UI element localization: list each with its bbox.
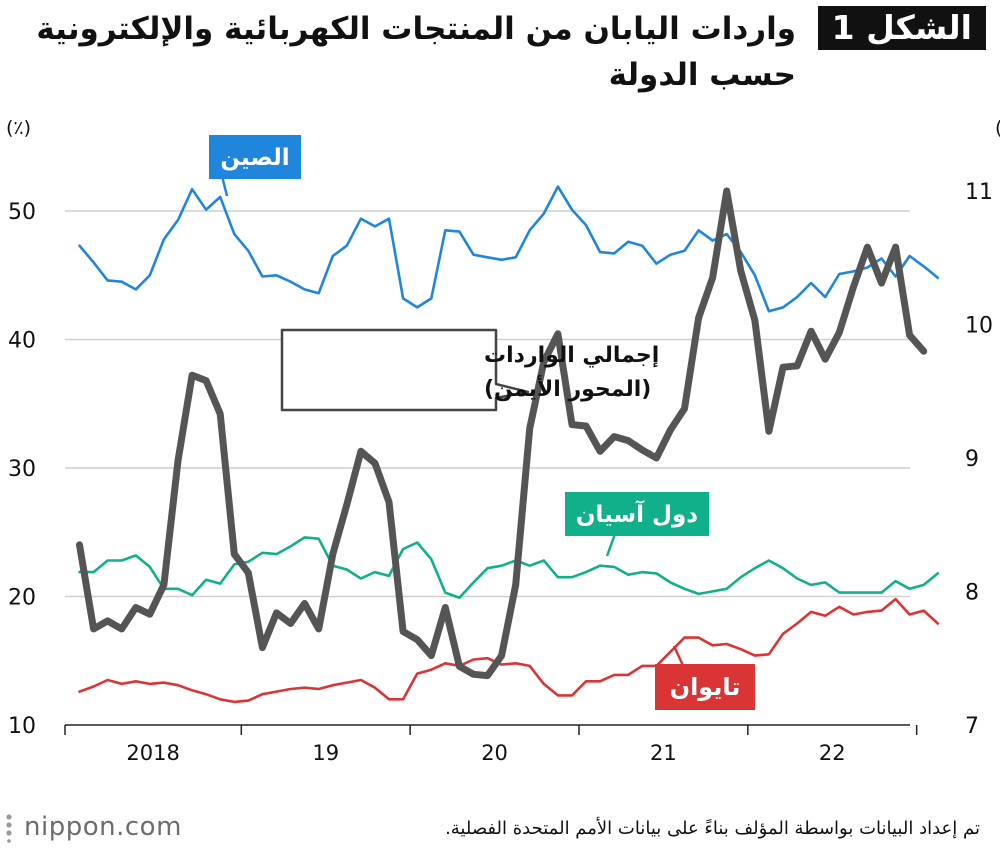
left-tick-label: 20 <box>8 586 36 611</box>
x-tick-label: 20 <box>481 741 508 765</box>
total-callout-line1: إجمالي الواردات <box>484 343 659 368</box>
right-tick-label: 10 <box>965 314 993 339</box>
x-tick-label: 22 <box>819 741 846 765</box>
series-asean-line <box>78 536 940 600</box>
total-callout-box <box>280 328 530 412</box>
taiwan-callout-box <box>655 664 755 710</box>
right-tick-label: 9 <box>965 447 979 472</box>
total-callout-line2: (المحور الأيمن) <box>484 374 651 402</box>
left-tick-label: 30 <box>8 457 36 482</box>
left-axis-label: (٪) <box>6 117 31 139</box>
series-total-imports-line <box>76 187 928 680</box>
nippon-logo: nippon.com <box>0 812 182 843</box>
logo-dots-icon <box>6 813 12 843</box>
line-chart: 10 20 30 40 50 7 8 9 10 11 (٪) (مليار دولار) 2018 19 2… <box>6 117 1000 765</box>
right-axis-label: (مليار دولار) <box>995 117 1000 139</box>
right-tick-label: 11 <box>965 180 993 205</box>
figure-label: الشكل 1 <box>817 6 986 50</box>
logo-text: nippon.com <box>24 812 182 842</box>
source-note: تم إعداد البيانات بواسطة المؤلف بناءً عل… <box>445 818 980 839</box>
right-tick-label: 7 <box>965 714 979 739</box>
asean-callout-leader <box>605 533 617 557</box>
series-taiwan-line <box>78 597 940 704</box>
series-china-line <box>78 185 940 313</box>
x-tick-label: 19 <box>312 741 339 765</box>
china-callout-label: الصين <box>220 145 289 171</box>
taiwan-callout-label: تايوان <box>670 673 741 701</box>
asean-callout-box <box>565 492 709 536</box>
left-tick-label: 40 <box>8 329 36 354</box>
left-tick-label: 50 <box>8 200 36 225</box>
left-tick-label: 10 <box>8 714 36 739</box>
china-callout-box <box>209 135 301 179</box>
asean-callout-label: دول آسيان <box>576 499 698 528</box>
x-tick-label: 2018 <box>126 741 179 765</box>
right-tick-label: 8 <box>965 581 979 606</box>
chart-title: واردات اليابان من المنتجات الكهربائية وا… <box>36 11 796 93</box>
x-tick-label: 21 <box>650 741 677 765</box>
